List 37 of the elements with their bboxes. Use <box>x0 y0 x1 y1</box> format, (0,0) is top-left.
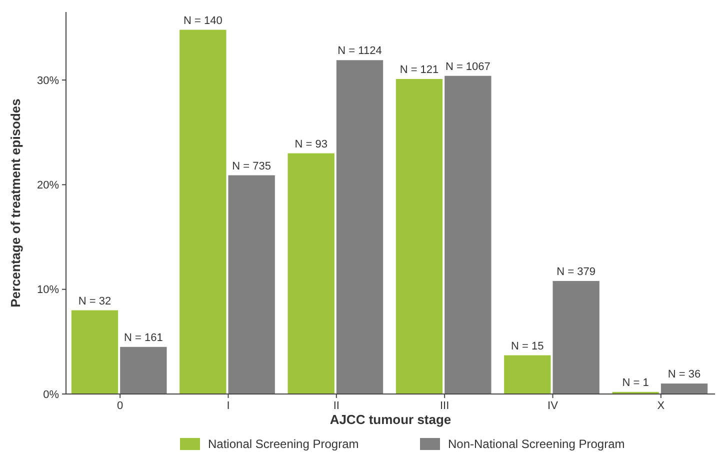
annotation: N = 735 <box>232 160 272 172</box>
x-tick-label: X <box>657 400 666 412</box>
bar <box>71 310 118 394</box>
bar <box>288 153 334 394</box>
annotation: N = 379 <box>556 266 596 278</box>
bar <box>180 30 226 394</box>
bar <box>660 384 708 394</box>
x-axis-title: AJCC tumour stage <box>330 412 452 427</box>
legend-label: Non-National Screening Program <box>448 437 625 451</box>
y-axis-title: Percentage of treatment episodes <box>8 98 23 308</box>
x-tick-label: IV <box>548 400 559 412</box>
bar <box>444 76 492 394</box>
annotation: N = 121 <box>400 64 439 76</box>
y-tick-label: 20% <box>36 180 60 192</box>
bar <box>228 175 275 394</box>
bar <box>504 355 551 394</box>
bar <box>336 60 384 394</box>
y-tick-label: 0% <box>43 388 60 401</box>
annotation: N = 36 <box>668 368 701 381</box>
bar <box>552 280 600 394</box>
x-tick-label: 0 <box>117 400 124 412</box>
annotation: N = 32 <box>78 295 112 308</box>
legend-label: National Screening Program <box>208 437 359 451</box>
bar <box>120 346 167 394</box>
bar <box>396 78 443 394</box>
annotation: N = 1124 <box>338 45 382 58</box>
annotation: N = 93 <box>294 138 328 150</box>
annotation: N = 161 <box>124 332 163 344</box>
y-tick-label: 30% <box>36 74 60 87</box>
annotation: N = 15 <box>511 340 544 352</box>
x-tick-label: II <box>333 400 340 412</box>
annotation: N = 1 <box>622 376 649 389</box>
annotation: N = 1067 <box>445 60 490 73</box>
y-tick-label: 10% <box>36 284 60 296</box>
x-tick-label: I <box>226 400 230 412</box>
x-tick-label: III <box>440 400 450 412</box>
annotation: N = 140 <box>183 14 222 27</box>
